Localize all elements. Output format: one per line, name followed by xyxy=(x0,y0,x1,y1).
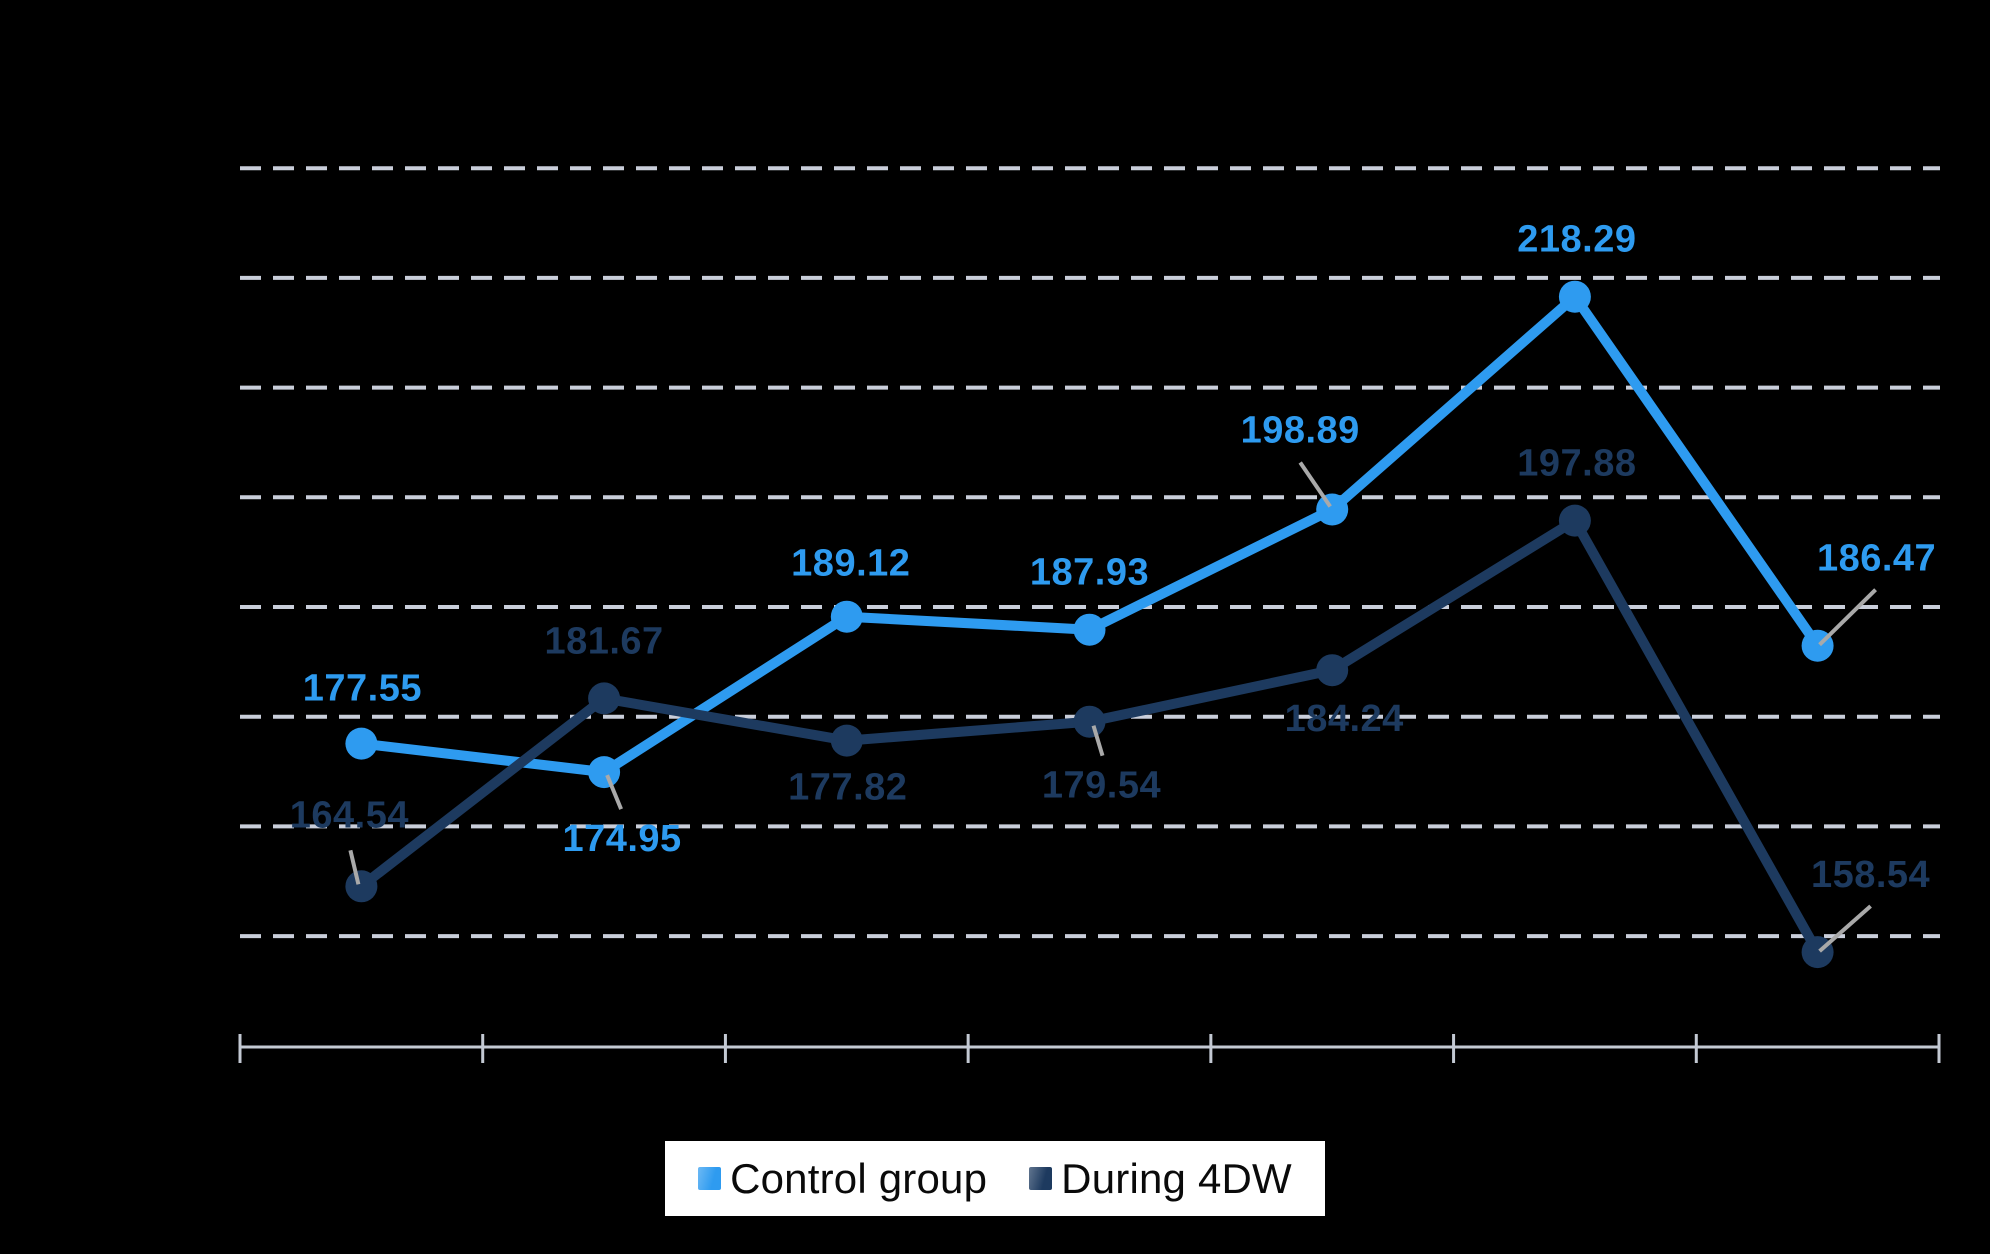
data-point xyxy=(1558,280,1591,313)
data-point xyxy=(830,600,863,633)
value-label: 198.89 xyxy=(1241,410,1360,452)
value-label: 186.47 xyxy=(1817,538,1936,580)
label-leader-line xyxy=(1298,461,1332,508)
value-label: 218.29 xyxy=(1517,219,1636,261)
value-label: 189.12 xyxy=(791,543,910,585)
value-label: 158.54 xyxy=(1811,854,1930,896)
data-point xyxy=(345,870,378,903)
data-point xyxy=(1073,613,1106,646)
legend-item-control-group[interactable]: Control group xyxy=(698,1155,987,1203)
label-leader-line xyxy=(348,849,361,885)
value-label: 177.55 xyxy=(303,668,422,710)
data-point xyxy=(345,727,378,760)
data-point xyxy=(588,682,621,715)
value-label: 179.54 xyxy=(1042,765,1161,807)
label-leader-line xyxy=(605,774,623,810)
label-leader-line xyxy=(1091,725,1105,757)
series-line-control-group xyxy=(356,291,1823,778)
value-label: 197.88 xyxy=(1517,443,1636,485)
legend-swatch-control-group-icon xyxy=(698,1167,722,1190)
value-label: 174.95 xyxy=(562,818,681,860)
data-point xyxy=(1316,654,1349,687)
legend-item-during-4dw[interactable]: During 4DW xyxy=(1029,1155,1292,1203)
label-leader-line xyxy=(1818,588,1878,647)
value-label: 184.24 xyxy=(1285,698,1404,740)
value-label: 164.54 xyxy=(290,794,409,836)
value-label: 181.67 xyxy=(544,620,663,662)
legend-label-control-group: Control group xyxy=(730,1154,988,1202)
value-label: 177.82 xyxy=(788,767,907,809)
data-point xyxy=(1558,504,1591,537)
data-point xyxy=(1073,705,1106,738)
data-point xyxy=(588,756,621,789)
data-point xyxy=(830,724,863,757)
legend-swatch-during-4dw-icon xyxy=(1029,1167,1053,1190)
legend-label-during-4dw: During 4DW xyxy=(1061,1154,1292,1202)
legend: Control group During 4DW xyxy=(665,1141,1325,1216)
value-label: 187.93 xyxy=(1030,552,1149,594)
data-point xyxy=(1316,493,1349,526)
label-leader-line xyxy=(1818,904,1872,953)
